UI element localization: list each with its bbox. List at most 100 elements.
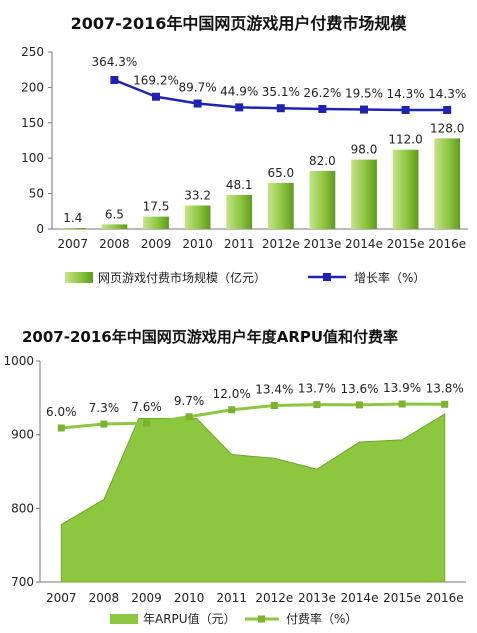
y-tick-label: 0 (36, 222, 44, 236)
x-tick-label: 2012e (255, 591, 293, 605)
growth-point (152, 92, 160, 101)
x-tick-label: 2014e (341, 591, 379, 605)
x-tick-label: 2012e (262, 237, 300, 251)
arpu-plot: 700 800 900 1000 6.0% 7.3% 7.6% 9.7% 12.0% 13.4% 1… (3, 354, 466, 626)
bar-value-label: 33.2 (184, 188, 211, 202)
payment-rate-label: 9.7% (174, 394, 205, 408)
y-tick-label: 700 (11, 575, 34, 589)
legend: 年ARPU值（元） 付费率（%） (110, 611, 357, 626)
market-size-chart: 2007-2016年中国网页游戏用户付费市场规模 0 50 100 150 200 250… (21, 14, 468, 285)
payment-rate-point (313, 401, 321, 409)
bar-value-label: 1.4 (63, 211, 82, 225)
bar-value-label: 48.1 (226, 178, 253, 192)
x-tick-label: 2011 (224, 237, 255, 251)
legend-swatch-area (110, 614, 138, 624)
legend-label-line: 增长率（%） (354, 270, 425, 285)
payment-rate-label: 7.6% (131, 400, 162, 414)
payment-rate-label: 13.4% (255, 383, 293, 397)
x-tick-label: 2007 (46, 591, 77, 605)
x-tick-label: 2013e (303, 237, 341, 251)
bar (143, 216, 169, 229)
chart-title: 2007-2016年中国网页游戏用户年度ARPU值和付费率 (22, 328, 399, 346)
payment-rate-point (143, 419, 150, 427)
legend-label-line: 付费率（%） (286, 611, 357, 626)
payment-rate-label: 13.8% (426, 381, 464, 395)
x-tick-label: 2008 (89, 591, 120, 605)
payment-rate-point (228, 406, 236, 414)
arpu-chart: 2007-2016年中国网页游戏用户年度ARPU值和付费率 700 800 900 1… (0, 318, 477, 633)
chart-title: 2007-2016年中国网页游戏用户付费市场规模 (70, 14, 407, 33)
growth-value-label: 19.5% (345, 87, 383, 101)
legend-swatch-bars (65, 272, 93, 283)
bar-value-label: 65.0 (267, 166, 294, 180)
growth-value-label: 89.7% (179, 81, 217, 95)
payment-rate-label: 13.6% (340, 382, 378, 396)
growth-point (360, 105, 368, 114)
x-tick-label: 2013e (298, 591, 336, 605)
growth-value-label: 14.3% (387, 87, 425, 101)
legend-label-area: 年ARPU值（元） (143, 611, 236, 626)
legend-swatch-marker (258, 615, 265, 623)
bar-value-label: 98.0 (351, 143, 378, 157)
payment-rate-point (356, 401, 363, 409)
bar-value-label: 128.0 (430, 121, 464, 135)
payment-rate-point (441, 400, 449, 408)
x-tick-label: 2016e (426, 591, 464, 605)
growth-value-label: 35.1% (262, 85, 300, 99)
growth-value-label: 364.3% (92, 55, 138, 69)
payment-rate-point (57, 424, 65, 432)
payment-rate-point (185, 413, 193, 421)
bar (351, 159, 377, 229)
bar-value-label: 112.0 (388, 133, 422, 147)
payment-rate-point (100, 420, 108, 428)
payment-rate-label: 7.3% (89, 401, 120, 415)
growth-value-label: 169.2% (133, 74, 179, 88)
x-tick-label: 2016e (428, 237, 466, 251)
bar-value-label: 17.5 (143, 200, 170, 214)
bar (226, 194, 253, 229)
x-tick-label: 2010 (182, 237, 213, 251)
payment-rate-line (61, 402, 445, 430)
y-tick-label: 150 (21, 116, 44, 130)
bar-value-label: 6.5 (105, 207, 124, 221)
y-tick-label: 250 (21, 45, 44, 59)
growth-value-label: 44.9% (220, 84, 258, 98)
legend-label-bars: 网页游戏付费市场规模（亿元） (98, 270, 266, 285)
y-tick-label: 100 (21, 151, 44, 165)
bar (101, 224, 128, 229)
x-tick-label: 2015e (383, 591, 421, 605)
growth-point (193, 99, 202, 108)
x-tick-label: 2009 (141, 237, 172, 251)
y-tick-label: 50 (29, 187, 44, 201)
market-size-plot: 0 50 100 150 200 250 1.4 6.5 17.5 33.2 48.1 65.0 82.… (21, 45, 468, 285)
growth-point (110, 76, 119, 84)
bar-value-label: 82.0 (309, 154, 336, 168)
payment-rate-point (398, 400, 406, 408)
bar (184, 205, 211, 229)
growth-point (443, 106, 452, 114)
arpu-area (60, 413, 446, 583)
payment-rate-label: 13.7% (298, 382, 336, 396)
legend: 网页游戏付费市场规模（亿元） 增长率（%） (65, 270, 425, 285)
y-tick-label: 900 (11, 428, 34, 442)
payment-rate-label: 12.0% (213, 387, 251, 401)
y-tick-label: 200 (21, 80, 44, 94)
bar (392, 149, 419, 229)
payment-rate-label: 6.0% (46, 405, 77, 419)
growth-point (235, 103, 244, 112)
x-tick-label: 2011 (216, 591, 247, 605)
x-tick-label: 2007 (58, 237, 89, 251)
x-tick-label: 2014e (345, 237, 383, 251)
bar (434, 138, 461, 229)
y-tick-label: 1000 (3, 354, 34, 368)
y-tick-label: 800 (11, 501, 34, 515)
x-tick-label: 2015e (387, 237, 425, 251)
growth-value-label: 14.3% (428, 87, 466, 101)
bar (267, 182, 294, 229)
growth-point (276, 104, 285, 113)
x-tick-label: 2009 (131, 591, 162, 605)
bar (59, 228, 86, 229)
payment-rate-label: 13.9% (383, 381, 421, 395)
x-tick-label: 2010 (174, 591, 205, 605)
growth-value-label: 26.2% (303, 86, 341, 100)
